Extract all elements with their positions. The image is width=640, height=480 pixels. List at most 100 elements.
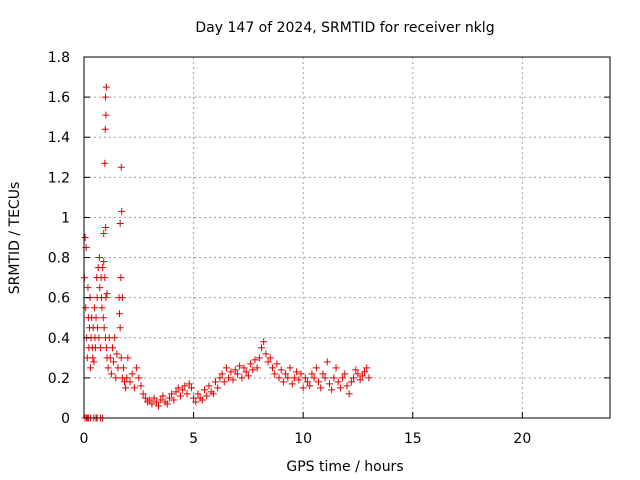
data-point <box>148 400 156 408</box>
data-point <box>216 374 224 382</box>
data-point <box>295 376 303 384</box>
data-point <box>118 294 126 302</box>
data-point <box>286 364 294 372</box>
data-point <box>258 344 266 352</box>
data-point <box>212 378 219 386</box>
data-point <box>101 125 109 133</box>
data-point <box>101 274 109 282</box>
data-point <box>87 364 95 372</box>
data-point <box>315 378 323 386</box>
y-tick-label: 1 <box>61 210 70 226</box>
data-point <box>209 390 217 398</box>
data-point <box>240 364 248 372</box>
data-point <box>185 380 193 388</box>
data-point <box>110 358 118 366</box>
grid-layer <box>84 57 610 418</box>
data-point <box>231 366 239 374</box>
data-point <box>255 354 263 362</box>
data-point <box>328 386 336 394</box>
data-point <box>92 314 100 322</box>
data-point <box>89 354 97 362</box>
data-point <box>244 372 252 380</box>
y-tick-label: 0.4 <box>48 331 70 347</box>
data-point <box>262 350 270 358</box>
data-point <box>336 384 344 392</box>
data-point <box>96 344 104 352</box>
data-point <box>100 258 108 266</box>
data-point <box>323 358 331 366</box>
data-point <box>190 394 198 402</box>
data-point <box>222 364 230 372</box>
data-point <box>101 159 109 167</box>
data-point <box>172 388 180 396</box>
data-point <box>102 294 110 302</box>
x-tick-label: 5 <box>189 431 198 447</box>
data-point <box>361 368 369 376</box>
data-point <box>159 392 167 400</box>
data-point <box>343 382 351 390</box>
chart-title: Day 147 of 2024, SRMTID for receiver nkl… <box>195 20 494 36</box>
data-point <box>102 83 110 91</box>
data-point <box>117 274 125 282</box>
data-point <box>319 370 327 378</box>
y-tick-label: 1.4 <box>48 130 70 146</box>
data-point <box>321 374 329 382</box>
data-point <box>181 382 189 390</box>
data-point <box>130 384 138 392</box>
plot-frame <box>83 56 611 419</box>
data-point <box>82 304 90 312</box>
data-point <box>220 378 228 386</box>
data-point <box>170 396 178 404</box>
data-point <box>100 229 108 237</box>
data-point <box>251 356 259 364</box>
data-point <box>312 364 320 372</box>
data-point <box>102 344 110 352</box>
data-point <box>117 354 125 362</box>
x-tick-label: 10 <box>294 431 312 447</box>
data-point <box>325 380 333 388</box>
data-point <box>107 370 115 378</box>
data-point <box>179 386 187 394</box>
data-point <box>273 360 281 368</box>
x-axis-ticks: 0 5 10 15 20 <box>80 412 531 447</box>
data-point <box>192 398 200 406</box>
y-tick-label: 1.2 <box>48 170 70 186</box>
data-point <box>356 376 364 384</box>
data-point <box>99 264 107 272</box>
data-point <box>101 93 109 101</box>
x-tick-label: 0 <box>80 431 89 447</box>
data-point <box>363 364 371 372</box>
data-point <box>157 396 165 404</box>
data-point <box>203 392 211 400</box>
data-point <box>347 378 355 386</box>
y-tick-label: 0.8 <box>48 251 70 267</box>
data-point <box>293 368 301 376</box>
data-point <box>334 378 342 386</box>
data-point <box>165 394 173 402</box>
data-point <box>183 390 191 398</box>
data-point <box>304 378 312 386</box>
data-point <box>297 370 305 378</box>
data-point <box>290 374 298 382</box>
data-point <box>247 360 255 368</box>
data-point <box>103 290 111 298</box>
data-point <box>225 374 233 382</box>
data-point <box>201 386 209 394</box>
data-point <box>249 366 257 374</box>
data-point <box>358 372 366 380</box>
data-point <box>282 370 290 378</box>
x-tick-label: 20 <box>513 431 531 447</box>
y-axis-ticks: 0 0.2 0.4 0.6 0.8 1 1.2 1.4 1.6 1.8 <box>48 50 610 427</box>
data-point <box>94 324 102 332</box>
data-point <box>119 364 127 372</box>
data-point <box>126 378 134 386</box>
data-point <box>214 384 222 392</box>
data-point <box>95 254 103 262</box>
data-point <box>227 368 235 376</box>
data-point <box>116 310 124 318</box>
data-point <box>116 324 124 332</box>
data-point <box>96 284 104 292</box>
data-point <box>341 370 349 378</box>
data-point <box>264 358 272 366</box>
